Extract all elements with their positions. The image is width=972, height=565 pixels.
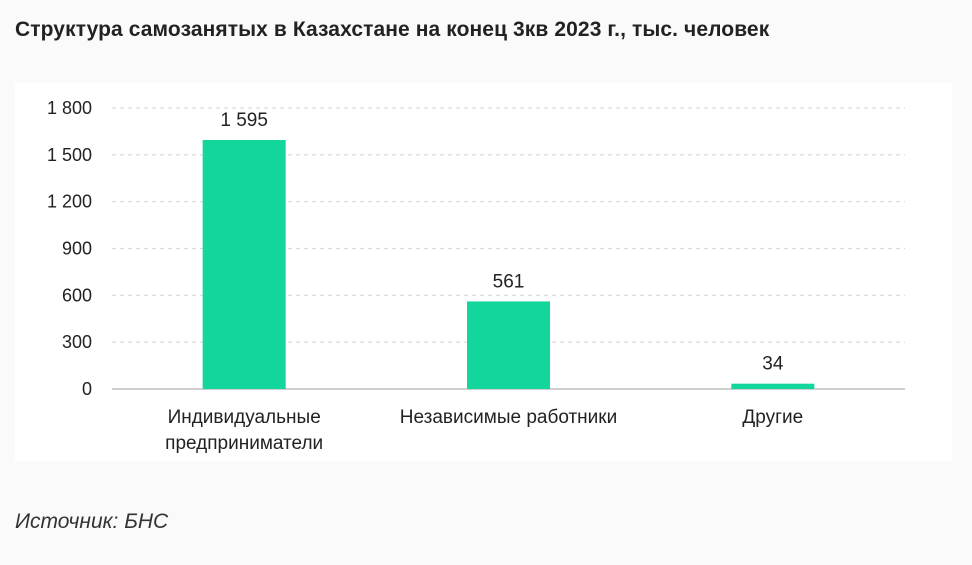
chart-panel: 0 300 600 900 1 200 1 500 1 800 1 595 Индивидуал… (15, 83, 952, 461)
x-category-label: Независимые работники (400, 407, 617, 428)
bar (202, 140, 286, 389)
page-title: Структура самозанятых в Казахстане на ко… (15, 18, 770, 41)
bar (467, 301, 550, 389)
bar (731, 383, 815, 389)
y-tick-label: 1 800 (47, 98, 92, 118)
y-tick-label: 1 200 (47, 192, 92, 212)
y-tick-label: 600 (62, 285, 92, 305)
source-note: Источник: БНС (15, 510, 169, 533)
x-category-label: предприниматели (165, 433, 323, 454)
data-label: 1 595 (220, 110, 268, 131)
x-category-label: Индивидуальные (168, 407, 321, 428)
x-category-label: Другие (742, 407, 803, 428)
y-tick-label: 900 (62, 239, 92, 259)
y-tick-label: 0 (82, 379, 92, 399)
bar-chart: 0 300 600 900 1 200 1 500 1 800 1 595 Индивидуал… (47, 98, 905, 454)
data-label: 34 (762, 354, 784, 375)
data-label: 561 (493, 271, 525, 292)
y-tick-label: 1 500 (47, 145, 92, 165)
y-tick-label: 300 (62, 332, 92, 352)
